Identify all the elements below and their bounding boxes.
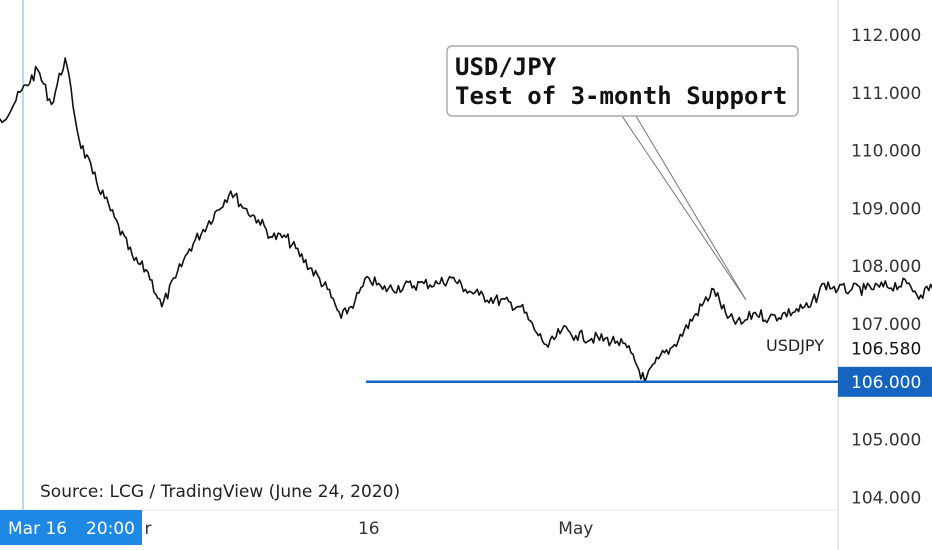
x-tick-label: r: [145, 519, 152, 539]
callout-pointer-a: [621, 115, 747, 301]
y-tick-label: 108.000: [851, 257, 921, 277]
y-tick-label: 104.000: [851, 488, 921, 508]
y-tick-label: 105.000: [851, 431, 921, 451]
source-caption: Source: LCG / TradingView (June 24, 2020…: [40, 482, 400, 502]
series-line-usdjpy: [0, 57, 932, 383]
callout-title: USD/JPY: [455, 53, 557, 81]
y-tick-label: 112.000: [851, 26, 921, 46]
symbol-label: USDJPY: [766, 336, 824, 355]
y-axis-ticks: 112.000 111.000 110.000 109.000 108.000 107.0…: [851, 26, 921, 508]
y-tick-label: 111.000: [851, 84, 921, 104]
annotation-callout: USD/JPY Test of 3-month Support: [446, 45, 799, 301]
crosshair-time: 20:00: [86, 519, 135, 539]
crosshair-date: Mar 16: [8, 519, 67, 539]
callout-subtitle: Test of 3-month Support: [455, 82, 787, 110]
y-tick-label: 109.000: [851, 199, 921, 219]
callout-pointer-b: [635, 115, 747, 301]
support-price-label: 106.000: [851, 373, 921, 393]
callout-box: [446, 45, 799, 117]
x-tick-label: May: [558, 519, 593, 539]
y-tick-label: 107.000: [851, 315, 921, 335]
x-axis-ticks: r16MayJun16Jul: [145, 519, 594, 539]
support-price-badge: [838, 366, 932, 397]
crosshair-badge-bg: [0, 510, 142, 545]
last-price-label: 106.580: [851, 339, 921, 359]
x-tick-label: 16: [358, 519, 380, 539]
y-tick-label: 110.000: [851, 142, 921, 162]
crosshair-date-badge: Mar 16 20:00: [0, 510, 142, 545]
